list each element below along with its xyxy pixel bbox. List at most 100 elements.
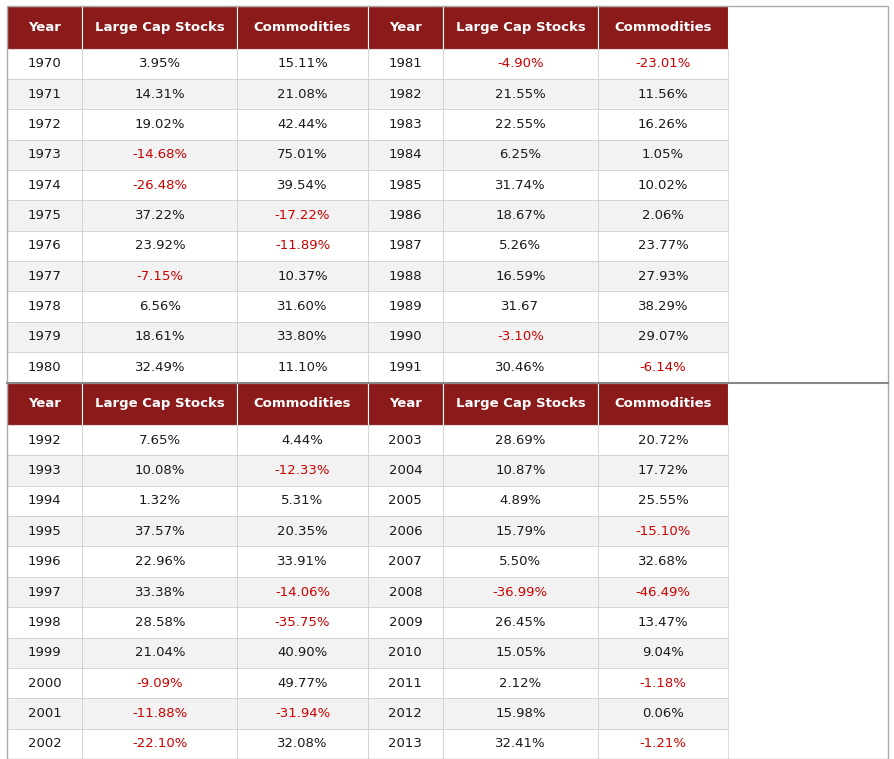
Text: 1992: 1992 [28,433,62,447]
Bar [237,383,367,425]
Bar [82,607,237,638]
Bar [82,322,237,352]
Bar [7,607,82,638]
Bar [443,698,597,729]
Text: 14.31%: 14.31% [134,87,185,101]
Bar [237,698,367,729]
Text: 33.91%: 33.91% [277,555,327,568]
Bar [597,352,728,383]
Bar [7,6,82,49]
Text: 2.06%: 2.06% [641,209,683,222]
Bar [82,140,237,170]
Text: -15.10%: -15.10% [635,524,690,538]
Text: 1991: 1991 [388,361,422,374]
Bar [7,352,82,383]
Bar [237,638,367,668]
Text: Commodities: Commodities [613,397,711,411]
Text: Commodities: Commodities [254,397,351,411]
Bar [237,231,367,261]
Bar [367,109,443,140]
Text: 2003: 2003 [388,433,422,447]
Bar [7,170,82,200]
Bar [367,352,443,383]
Bar [597,383,728,425]
Text: -4.90%: -4.90% [496,57,544,71]
Text: Year: Year [29,397,61,411]
Bar [367,546,443,577]
Text: 1.05%: 1.05% [641,148,683,162]
Bar [367,383,443,425]
Bar [82,6,237,49]
Bar [443,200,597,231]
Bar [7,140,82,170]
Text: Large Cap Stocks: Large Cap Stocks [95,20,224,34]
Bar [367,486,443,516]
Bar [443,109,597,140]
Bar [237,322,367,352]
Bar [443,261,597,291]
Bar [597,200,728,231]
Text: 37.22%: 37.22% [134,209,185,222]
Text: 32.08%: 32.08% [277,737,327,751]
Bar [443,455,597,486]
Bar [367,291,443,322]
Text: 16.26%: 16.26% [637,118,687,131]
Text: 15.11%: 15.11% [277,57,327,71]
Text: -35.75%: -35.75% [274,616,330,629]
Text: -7.15%: -7.15% [136,269,183,283]
Text: 28.58%: 28.58% [134,616,185,629]
Text: 2008: 2008 [388,585,422,599]
Bar [82,698,237,729]
Bar [82,577,237,607]
Bar [443,231,597,261]
Bar [82,383,237,425]
Text: 1999: 1999 [28,646,62,660]
Text: 1990: 1990 [388,330,422,344]
Text: 9.04%: 9.04% [641,646,683,660]
Bar [7,638,82,668]
Bar [367,668,443,698]
Bar [367,577,443,607]
Text: 4.44%: 4.44% [282,433,323,447]
Bar [367,455,443,486]
Text: 31.60%: 31.60% [277,300,327,313]
Bar [237,49,367,79]
Text: Commodities: Commodities [254,20,351,34]
Text: 5.26%: 5.26% [499,239,541,253]
Bar [443,140,597,170]
Text: Year: Year [389,397,421,411]
Text: -1.21%: -1.21% [639,737,686,751]
Bar [7,516,82,546]
Bar [237,291,367,322]
Bar [443,638,597,668]
Text: 21.08%: 21.08% [277,87,327,101]
Bar [237,486,367,516]
Bar [82,109,237,140]
Bar [7,383,82,425]
Bar [237,170,367,200]
Bar [443,668,597,698]
Text: -14.06%: -14.06% [274,585,330,599]
Text: 20.72%: 20.72% [637,433,687,447]
Text: 1997: 1997 [28,585,62,599]
Text: 40.90%: 40.90% [277,646,327,660]
Text: 17.72%: 17.72% [637,464,687,477]
Text: 20.35%: 20.35% [277,524,327,538]
Bar [597,577,728,607]
Bar [443,607,597,638]
Text: 33.38%: 33.38% [134,585,185,599]
Text: -11.88%: -11.88% [132,707,187,720]
Bar [237,200,367,231]
Text: 22.96%: 22.96% [134,555,185,568]
Text: 25.55%: 25.55% [637,494,687,508]
Bar [237,140,367,170]
Text: -3.10%: -3.10% [496,330,544,344]
Bar [82,231,237,261]
Bar [443,322,597,352]
Bar [237,261,367,291]
Bar [237,577,367,607]
Bar [7,698,82,729]
Text: 39.54%: 39.54% [277,178,327,192]
Text: -17.22%: -17.22% [274,209,330,222]
Bar [82,200,237,231]
